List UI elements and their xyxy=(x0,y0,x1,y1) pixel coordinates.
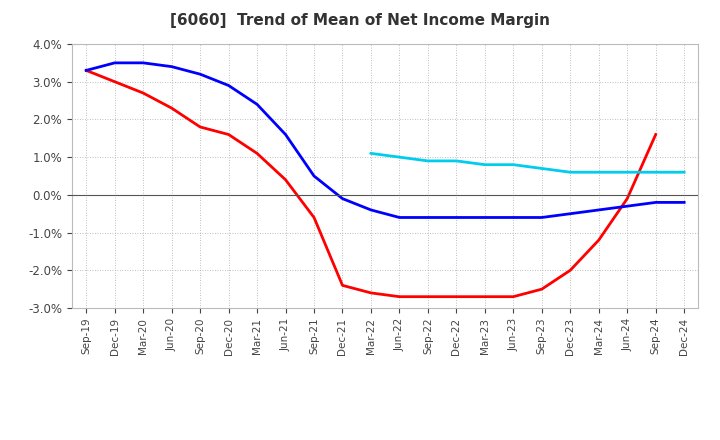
3 Years xyxy=(423,294,432,299)
5 Years xyxy=(82,68,91,73)
5 Years xyxy=(338,196,347,201)
Line: 5 Years: 5 Years xyxy=(86,63,684,217)
3 Years xyxy=(310,215,318,220)
5 Years xyxy=(225,83,233,88)
7 Years xyxy=(366,151,375,156)
7 Years xyxy=(623,169,631,175)
3 Years xyxy=(623,196,631,201)
7 Years xyxy=(452,158,461,164)
7 Years xyxy=(480,162,489,167)
3 Years xyxy=(366,290,375,296)
7 Years xyxy=(509,162,518,167)
7 Years xyxy=(537,166,546,171)
7 Years xyxy=(680,169,688,175)
7 Years xyxy=(595,169,603,175)
3 Years xyxy=(196,125,204,130)
3 Years xyxy=(139,90,148,95)
3 Years xyxy=(452,294,461,299)
Line: 3 Years: 3 Years xyxy=(86,70,656,297)
5 Years xyxy=(595,207,603,213)
5 Years xyxy=(282,132,290,137)
5 Years xyxy=(423,215,432,220)
5 Years xyxy=(680,200,688,205)
5 Years xyxy=(537,215,546,220)
3 Years xyxy=(82,68,91,73)
3 Years xyxy=(225,132,233,137)
3 Years xyxy=(253,151,261,156)
7 Years xyxy=(566,169,575,175)
3 Years xyxy=(595,238,603,243)
3 Years xyxy=(509,294,518,299)
3 Years xyxy=(566,268,575,273)
5 Years xyxy=(623,204,631,209)
5 Years xyxy=(366,207,375,213)
5 Years xyxy=(452,215,461,220)
Text: [6060]  Trend of Mean of Net Income Margin: [6060] Trend of Mean of Net Income Margi… xyxy=(170,13,550,28)
5 Years xyxy=(509,215,518,220)
3 Years xyxy=(395,294,404,299)
5 Years xyxy=(480,215,489,220)
3 Years xyxy=(282,177,290,183)
5 Years xyxy=(566,211,575,216)
5 Years xyxy=(310,173,318,179)
3 Years xyxy=(167,106,176,111)
7 Years xyxy=(423,158,432,164)
5 Years xyxy=(196,72,204,77)
5 Years xyxy=(167,64,176,69)
5 Years xyxy=(652,200,660,205)
3 Years xyxy=(338,283,347,288)
7 Years xyxy=(652,169,660,175)
Line: 7 Years: 7 Years xyxy=(371,154,684,172)
3 Years xyxy=(652,132,660,137)
5 Years xyxy=(110,60,119,66)
5 Years xyxy=(253,102,261,107)
5 Years xyxy=(139,60,148,66)
7 Years xyxy=(395,154,404,160)
3 Years xyxy=(537,286,546,292)
3 Years xyxy=(480,294,489,299)
5 Years xyxy=(395,215,404,220)
3 Years xyxy=(110,79,119,84)
